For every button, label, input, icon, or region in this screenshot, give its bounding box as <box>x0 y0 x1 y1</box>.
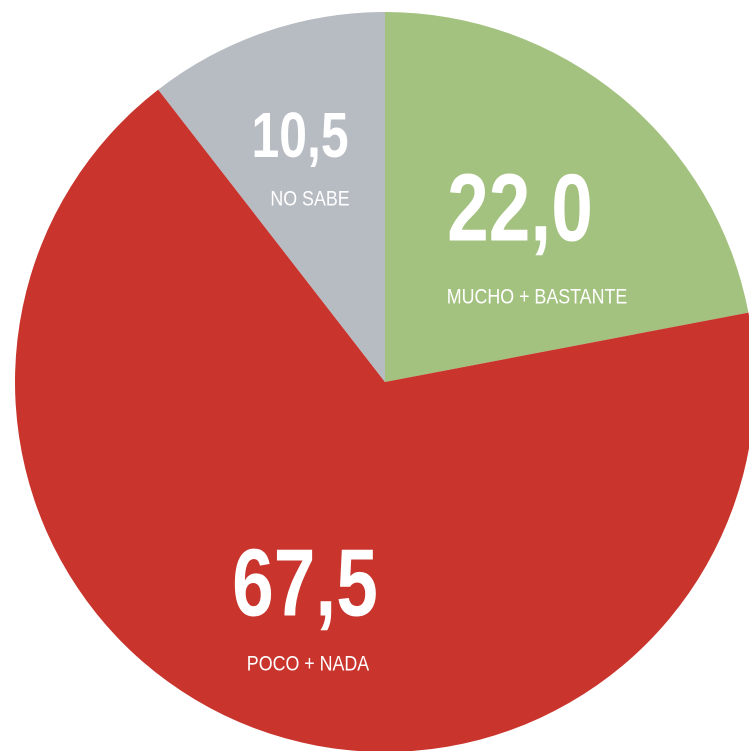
pie-slice <box>158 12 385 382</box>
value-label: 22,0 <box>447 154 593 261</box>
category-label: NO SABE <box>270 187 349 211</box>
pie-slice <box>385 12 749 382</box>
value-label: 10,5 <box>251 100 348 171</box>
category-label: POCO + NADA <box>247 652 369 676</box>
value-label: 67,5 <box>232 529 378 636</box>
pie-slice <box>15 89 749 751</box>
category-label: MUCHO + BASTANTE <box>447 285 627 309</box>
